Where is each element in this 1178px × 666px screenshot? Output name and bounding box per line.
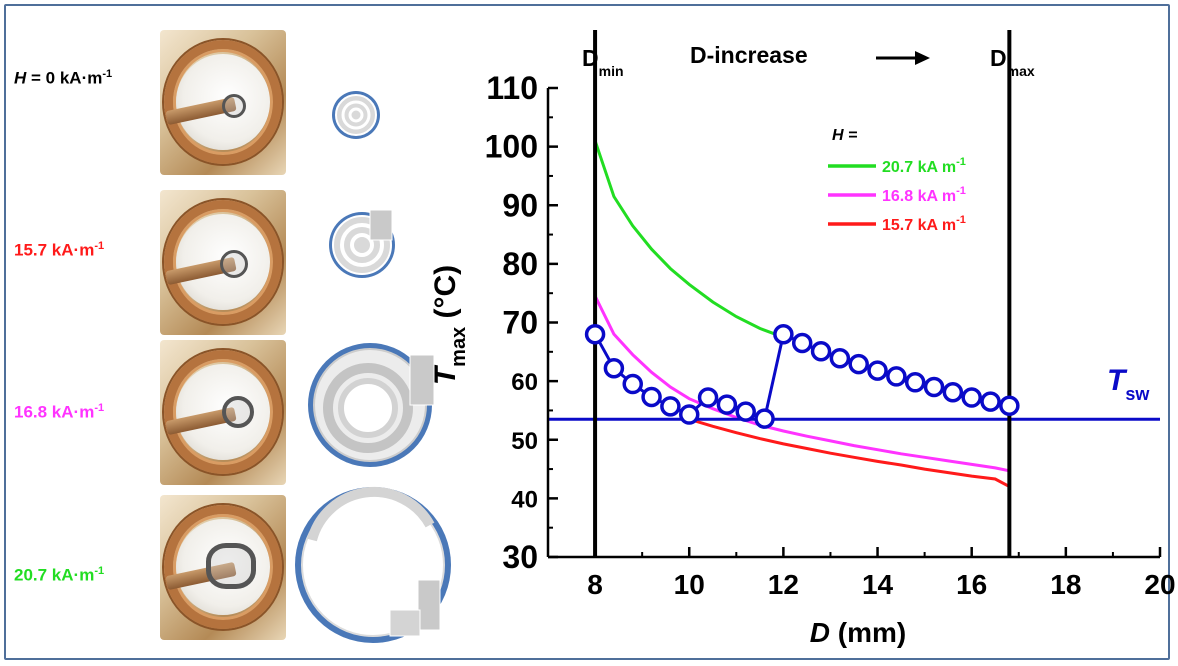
tsw-label: Tsw <box>1107 364 1150 404</box>
path-marker-0 <box>584 323 606 345</box>
path-marker-11 <box>791 332 813 354</box>
path-marker-1 <box>603 357 625 379</box>
legend-label-0: 20.7 kA m-1 <box>882 156 966 176</box>
x-tick-label-4: 16 <box>956 569 987 600</box>
series-line-2 <box>688 417 1011 488</box>
path-marker-4 <box>660 396 681 417</box>
plot-area <box>548 30 1160 557</box>
y-tick-label-4: 70 <box>502 305 538 341</box>
path-marker-20 <box>961 387 982 408</box>
y-tick-label-3: 60 <box>511 369 538 396</box>
path-marker-3 <box>641 386 662 408</box>
path-marker-6 <box>697 387 719 408</box>
y-tick-label-6: 90 <box>502 187 538 223</box>
d-increase-label: D-increase <box>690 42 808 68</box>
legend: H = 20.7 kA m-1 16.8 kA m-1 15.7 kA m-1 <box>828 127 966 234</box>
field-label-1: 15.7 kA·m-1 <box>14 240 105 260</box>
path-marker-8 <box>735 401 756 422</box>
photo-coil-2 <box>160 340 286 485</box>
series-line-0 <box>593 140 784 339</box>
legend-label-1: 16.8 kA m-1 <box>882 185 966 205</box>
photo-coil-3 <box>160 495 286 640</box>
path-marker-7 <box>716 394 738 415</box>
photo-coil-1 <box>160 190 286 335</box>
x-tick-label-3: 14 <box>862 569 894 600</box>
path-marker-17 <box>904 372 926 393</box>
y-tick-label-1: 40 <box>511 486 538 513</box>
y-tick-label-7: 100 <box>485 129 538 165</box>
dmin-label: Dmin <box>582 45 624 79</box>
field-label-0: H = 0 kA·m-1 <box>14 68 113 88</box>
coil-schematic-1 <box>329 209 395 278</box>
path-marker-2 <box>622 373 643 395</box>
legend-label-2: 15.7 kA m-1 <box>882 214 966 234</box>
svg-text:Tmax (°C): Tmax (°C) <box>429 265 470 385</box>
arrow-icon <box>876 51 930 65</box>
path-marker-21 <box>980 391 1001 412</box>
coil-schematics <box>295 91 451 643</box>
path-marker-22 <box>999 395 1020 416</box>
x-axis-title: D (mm) <box>810 617 906 648</box>
ticks: 8 10 12 14 16 18 20 30 40 50 60 70 80 90 100 110 <box>485 70 1176 600</box>
path-marker-5 <box>678 404 700 425</box>
y-tick-label-8: 110 <box>486 70 538 106</box>
coil-schematic-2 <box>308 343 435 467</box>
series-line-1 <box>593 295 1010 473</box>
path-marker-9 <box>754 408 775 429</box>
y-axis-title: Tmax (°C) <box>429 265 470 385</box>
path-marker-14 <box>848 353 869 375</box>
x-tick-label-2: 12 <box>768 569 799 600</box>
x-tick-label-1: 10 <box>674 569 705 600</box>
path-marker-13 <box>829 348 851 369</box>
field-label-3: 20.7 kA·m-1 <box>14 565 105 585</box>
y-tick-label-5: 80 <box>502 246 538 282</box>
path-marker-19 <box>942 382 964 403</box>
dmax-label: Dmax <box>990 45 1035 79</box>
field-label-2: 16.8 kA·m-1 <box>14 402 105 422</box>
x-tick-label-0: 8 <box>587 569 603 600</box>
coil-schematic-3 <box>295 486 451 643</box>
coil-schematic-0 <box>332 91 380 139</box>
path-marker-10 <box>773 323 794 345</box>
y-tick-label-2: 50 <box>511 428 538 455</box>
photo-coil-0 <box>160 30 286 175</box>
x-tick-label-5: 18 <box>1050 569 1081 600</box>
path-marker-15 <box>867 360 888 381</box>
path-marker-12 <box>810 340 832 362</box>
x-tick-label-6: 20 <box>1144 569 1175 600</box>
legend-title: H = <box>832 127 857 144</box>
path-marker-18 <box>923 376 945 398</box>
y-tick-label-0: 30 <box>502 539 538 575</box>
path-marker-16 <box>886 366 907 387</box>
